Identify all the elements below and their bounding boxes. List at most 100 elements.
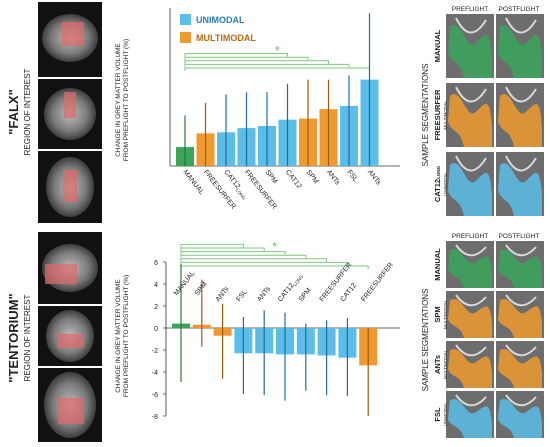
seg-sulcus <box>455 244 487 257</box>
bottom-segmentations: PREFLIGHT POSTFLIGHT SAMPLE SEGMENTATION… <box>421 233 544 438</box>
top-segmentations: PREFLIGHT POSTFLIGHT SAMPLE SEGMENTATION… <box>421 6 544 216</box>
seg-overlay <box>448 349 492 388</box>
category-label: ANTs <box>366 169 382 187</box>
seg-sulcus <box>505 344 537 357</box>
category-label: SPM <box>304 169 319 185</box>
top-bar-chart: CHANGE IN GREY MATTER VOLUME FROM PREFLI… <box>115 8 400 211</box>
category-label: MANUAL <box>181 169 205 196</box>
category-label: FREESURFER <box>360 262 395 304</box>
seg-sulcus <box>455 17 487 34</box>
seg-col-header-postflight: POSTFLIGHT <box>499 233 540 240</box>
y-tick-label: -6 <box>152 392 158 399</box>
seg-overlay <box>498 25 542 79</box>
roi-highlight <box>64 92 76 118</box>
legend-label-multimodal: MULTIMODAL <box>196 33 256 43</box>
seg-overlay <box>498 163 542 216</box>
y-tick-label: -4 <box>152 370 158 377</box>
seg-sulcus <box>455 294 487 307</box>
seg-row-sublabel: UNIMODAL <box>443 402 448 426</box>
significance-bracket <box>184 63 350 68</box>
bottom-y-axis-label-line1: CHANGE IN GREY MATTER VOLUME <box>115 279 122 393</box>
seg-row-sublabel: MULTIMODAL <box>443 100 448 130</box>
significance-bracket <box>180 258 328 262</box>
top-legend: UNIMODAL MULTIMODAL <box>180 14 256 43</box>
legend-label-unimodal: UNIMODAL <box>196 15 245 25</box>
seg-overlay <box>448 399 492 438</box>
seg-overlay <box>498 94 542 147</box>
seg-sulcus <box>505 86 537 103</box>
top-region-subtitle: REGION OF INTEREST <box>23 69 32 156</box>
seg-overlay <box>498 399 542 438</box>
seg-overlay <box>448 163 492 216</box>
seg-row-label: SPM <box>433 306 442 322</box>
category-label-sub: LONG <box>293 274 305 288</box>
seg-row-label: MANUAL <box>433 29 442 62</box>
seg-row-label-sub: LONG <box>436 165 441 178</box>
bottom-brain-thumbnails <box>38 232 102 442</box>
roi-highlight <box>58 334 84 348</box>
top-bars <box>176 13 379 166</box>
category-label: ANTs <box>256 285 272 303</box>
seg-col-header-preflight: PREFLIGHT <box>452 233 489 240</box>
significance-bracket <box>180 251 286 255</box>
top-y-axis-label-line1: CHANGE IN GREY MATTER VOLUME <box>115 43 122 157</box>
seg-row-label: ANTs <box>433 355 442 374</box>
seg-sulcus <box>505 17 537 34</box>
roi-highlight <box>62 22 84 46</box>
top-y-axis-label-line2: FROM PREFLIGHT TO POSTFLIGHT (%) <box>123 39 130 161</box>
top-region-title: "FALX" <box>6 89 21 135</box>
seg-overlay <box>448 94 492 147</box>
seg-sulcus <box>505 244 537 257</box>
seg-row-label: FREESURFER <box>433 89 442 140</box>
bottom-bar-chart: CHANGE IN GREY MATTER VOLUME FROM PREFLI… <box>115 239 400 421</box>
category-label: CAT12 <box>339 282 358 303</box>
seg-sulcus <box>455 344 487 357</box>
significance-bracket <box>180 261 348 266</box>
seg-overlay <box>448 249 492 288</box>
seg-sulcus <box>505 394 537 407</box>
legend-swatch-unimodal <box>180 14 191 25</box>
seg-overlay <box>448 299 492 338</box>
significance-bracket <box>184 53 288 57</box>
bottom-bars <box>172 264 378 416</box>
top-seg-title: SAMPLE SEGMENTATIONS <box>421 64 430 167</box>
seg-col-header-postflight: POSTFLIGHT <box>499 6 540 13</box>
category-label: SPM <box>298 287 313 303</box>
seg-overlay <box>498 299 542 338</box>
y-tick-label: 2 <box>154 304 158 311</box>
significance-bracket <box>180 247 265 251</box>
category-label: FSL <box>235 289 248 304</box>
seg-col-header-preflight: PREFLIGHT <box>452 6 489 13</box>
bottom-significance-star: * <box>272 239 277 254</box>
y-tick-label: 4 <box>154 282 158 289</box>
category-label: ANTs <box>325 169 341 187</box>
y-tick-label: 6 <box>154 260 158 267</box>
seg-sulcus <box>455 394 487 407</box>
roi-highlight <box>63 170 77 202</box>
seg-sulcus <box>455 86 487 103</box>
seg-sulcus <box>505 294 537 307</box>
category-label: ANTs <box>215 285 231 303</box>
bottom-y-axis-label-line2: FROM PREFLIGHT TO POSTFLIGHT (%) <box>123 275 130 397</box>
top-seg-tiles: MANUAL FREESURFER MULTIMODAL CAT12LONG UNIMO… <box>433 14 544 216</box>
bottom-significance-brackets <box>180 243 369 269</box>
significance-bracket <box>180 254 307 259</box>
significance-bracket <box>184 60 329 64</box>
legend-swatch-multimodal <box>180 32 191 43</box>
seg-row-label: FSL <box>433 407 442 422</box>
bottom-region-subtitle: REGION OF INTEREST <box>23 295 32 382</box>
category-label-sub: LONG <box>235 188 247 202</box>
significance-bracket <box>184 67 370 71</box>
category-label: CAT12 <box>284 169 303 190</box>
seg-overlay <box>498 349 542 388</box>
seg-row-sublabel: MULTIMODAL <box>443 299 448 329</box>
significance-bracket <box>180 265 369 269</box>
bottom-seg-title: SAMPLE SEGMENTATIONS <box>421 289 430 392</box>
seg-row-label: CAT12LONG <box>433 165 442 202</box>
top-significance-star: * <box>275 43 280 58</box>
y-tick-label: -2 <box>152 348 158 355</box>
roi-highlight <box>45 264 77 284</box>
